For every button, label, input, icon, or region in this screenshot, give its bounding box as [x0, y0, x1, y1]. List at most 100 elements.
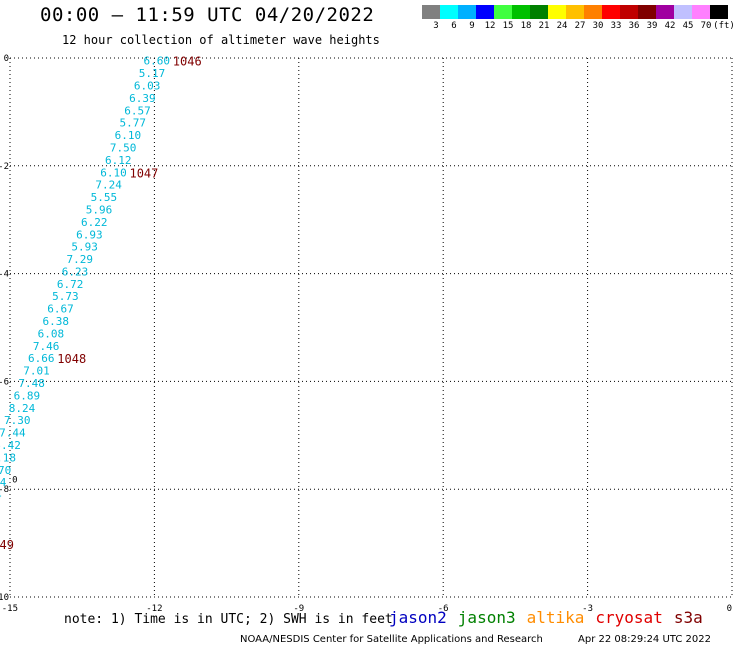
wave-height-label: 6.57 — [124, 104, 151, 117]
legend-swatch — [440, 5, 458, 19]
wave-height-label: 7.44 — [0, 476, 7, 489]
wave-height-label: 5.93 — [71, 241, 98, 254]
wave-height-label: 6.23 — [62, 265, 89, 278]
legend-swatch — [458, 5, 476, 19]
satellite-jason3: jason3 — [457, 608, 516, 627]
wave-height-label: 6.60 — [144, 55, 171, 68]
legend-swatch — [422, 5, 440, 19]
wave-height-label: 6.67 — [47, 303, 74, 316]
legend-swatch — [512, 5, 530, 19]
wave-height-label: 6.93 — [76, 228, 103, 241]
point-annotation: 0 — [12, 475, 17, 485]
legend-tick: 3 — [433, 21, 439, 31]
satellite-cryosat: cryosat — [595, 608, 663, 627]
legend-swatch — [566, 5, 584, 19]
wave-height-label: 7.50 — [110, 141, 137, 154]
wave-height-label: 8.24 — [9, 402, 36, 415]
legend-tick: 30 — [592, 21, 604, 31]
wave-height-label: 5.42 — [0, 439, 21, 452]
legend-swatch — [674, 5, 692, 19]
satellite-altika: altika — [526, 608, 585, 627]
wave-height-label: 6.18 — [0, 451, 16, 464]
wave-height-label: 7.44 — [0, 427, 26, 440]
time-label: 1047 — [129, 166, 158, 180]
legend-swatch — [710, 5, 728, 19]
wave-height-label: 6.03 — [134, 79, 161, 92]
legend-tick: 24 — [556, 21, 568, 31]
wave-height-label: 5.77 — [119, 117, 146, 130]
legend-swatch — [638, 5, 656, 19]
legend-tick: 42 — [664, 21, 676, 31]
satellite-legend: jason2 jason3 altika cryosat s3a — [389, 608, 714, 627]
legend-tick: 27 — [574, 21, 586, 31]
legend-swatch — [620, 5, 638, 19]
time-label: 1046 — [173, 55, 202, 69]
timestamp-text: Apr 22 08:29:24 UTC 2022 — [578, 634, 711, 645]
wave-height-label: 7.24 — [95, 179, 122, 192]
satellite-s3a: s3a — [673, 608, 703, 627]
legend-tick: 70 — [700, 21, 712, 31]
time-label: 1049 — [0, 538, 14, 552]
legend-tick: 45 — [682, 21, 694, 31]
wave-height-label: 6.04 — [0, 489, 2, 502]
wave-height-label: 7.70 — [0, 464, 11, 477]
time-label: 1048 — [57, 352, 86, 366]
legend-swatch — [476, 5, 494, 19]
x-tick-label: -12 — [146, 604, 162, 614]
legend-tick: 12 — [484, 21, 496, 31]
y-tick-label: -8 — [0, 485, 9, 495]
legend-tick: 36 — [628, 21, 640, 31]
wave-height-label: 6.89 — [14, 389, 41, 402]
legend-swatch — [494, 5, 512, 19]
x-tick-label: -15 — [2, 604, 18, 614]
legend-swatch — [548, 5, 566, 19]
wave-height-label: 5.96 — [86, 203, 113, 216]
wave-height-label: 7.29 — [67, 253, 94, 266]
legend-swatch — [602, 5, 620, 19]
legend-swatch — [584, 5, 602, 19]
wave-height-label: 6.12 — [105, 154, 132, 167]
wave-height-label: 6.10 — [115, 129, 142, 142]
wave-height-label: 6.38 — [42, 315, 69, 328]
wave-height-label: 6.22 — [81, 216, 108, 229]
chart-subtitle: 12 hour collection of altimeter wave hei… — [62, 33, 380, 47]
legend-tick: 15 — [502, 21, 514, 31]
footer-note: note: 1) Time is in UTC; 2) SWH is in fe… — [64, 612, 393, 627]
legend-tick: 9 — [469, 21, 475, 31]
x-tick-label: -9 — [293, 604, 304, 614]
legend-tick: 18 — [520, 21, 532, 31]
chart-title: 00:00 – 11:59 UTC 04/20/2022 — [40, 4, 375, 26]
legend-swatch — [692, 5, 710, 19]
legend-tick: 6 — [451, 21, 457, 31]
y-tick-label: -2 — [0, 162, 9, 172]
x-tick-label: -3 — [582, 604, 593, 614]
legend-tick: 21 — [538, 21, 550, 31]
satellite-jason2: jason2 — [389, 608, 447, 627]
x-tick-label: 0 — [727, 604, 732, 614]
y-tick-label: -4 — [0, 270, 9, 280]
legend-swatch — [656, 5, 674, 19]
wave-height-label: 7.46 — [33, 340, 60, 353]
credit-text: NOAA/NESDIS Center for Satellite Applica… — [240, 634, 543, 645]
wave-height-label: 7.48 — [18, 377, 45, 390]
legend-tick: 33 — [610, 21, 622, 31]
wave-height-label: 6.72 — [57, 278, 84, 291]
y-tick-label: -10 — [0, 593, 9, 603]
color-legend — [422, 5, 728, 19]
wave-height-label: 6.66 — [28, 352, 55, 365]
y-tick-label: -6 — [0, 377, 9, 387]
wave-height-label: 6.08 — [38, 327, 65, 340]
legend-tick: (ft) — [713, 21, 735, 31]
wave-height-label: 7.01 — [23, 365, 50, 378]
wave-height-label: 5.17 — [139, 67, 166, 80]
wave-height-label: 5.73 — [52, 290, 79, 303]
x-tick-label: -6 — [438, 604, 449, 614]
wave-height-label: 7.30 — [4, 414, 31, 427]
y-tick-label: 0 — [4, 54, 9, 64]
legend-tick: 39 — [646, 21, 658, 31]
wave-height-label: 5.55 — [91, 191, 118, 204]
wave-height-label: 6.39 — [129, 92, 156, 105]
wave-height-label: 6.10 — [100, 166, 127, 179]
legend-swatch — [530, 5, 548, 19]
